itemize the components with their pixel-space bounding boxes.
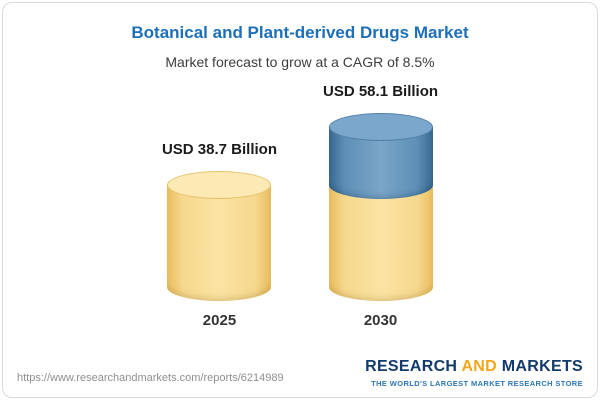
- logo-tagline: THE WORLD'S LARGEST MARKET RESEARCH STOR…: [371, 379, 583, 388]
- chart-plot-area: USD 38.7 Billion 2025 USD 58.1 Billion 2…: [3, 83, 597, 329]
- category-label-2025: 2025: [202, 312, 237, 329]
- category-label-2030: 2030: [363, 312, 398, 329]
- bar-group-2030: USD 58.1 Billion 2030: [323, 83, 438, 329]
- value-label-2030: USD 58.1 Billion: [323, 82, 439, 100]
- chart-header: Botanical and Plant-derived Drugs Market…: [3, 3, 597, 70]
- bar-2030-cap: [328, 112, 433, 141]
- value-label-2025: USD 38.7 Billion: [161, 140, 277, 158]
- bar-2030: [328, 112, 433, 301]
- bar-group-2025: USD 38.7 Billion 2025: [162, 141, 277, 329]
- report-url: https://www.researchandmarkets.com/repor…: [17, 372, 284, 384]
- chart-subtitle: Market forecast to grow at a CAGR of 8.5…: [165, 54, 435, 70]
- chart-title: Botanical and Plant-derived Drugs Market: [131, 23, 469, 42]
- logo-word-and: AND: [461, 358, 498, 375]
- bar-2025-cap: [167, 170, 272, 199]
- bar-2025: [167, 170, 272, 301]
- logo-word-markets: MARKETS: [501, 358, 583, 375]
- research-and-markets-logo: RESEARCH AND MARKETS THE WORLD'S LARGEST…: [365, 358, 583, 388]
- bar-2025-body: [167, 184, 272, 301]
- logo-wordmark: RESEARCH AND MARKETS: [365, 358, 583, 376]
- logo-word-research: RESEARCH: [365, 358, 458, 375]
- bar-2030-base-body: [328, 184, 433, 301]
